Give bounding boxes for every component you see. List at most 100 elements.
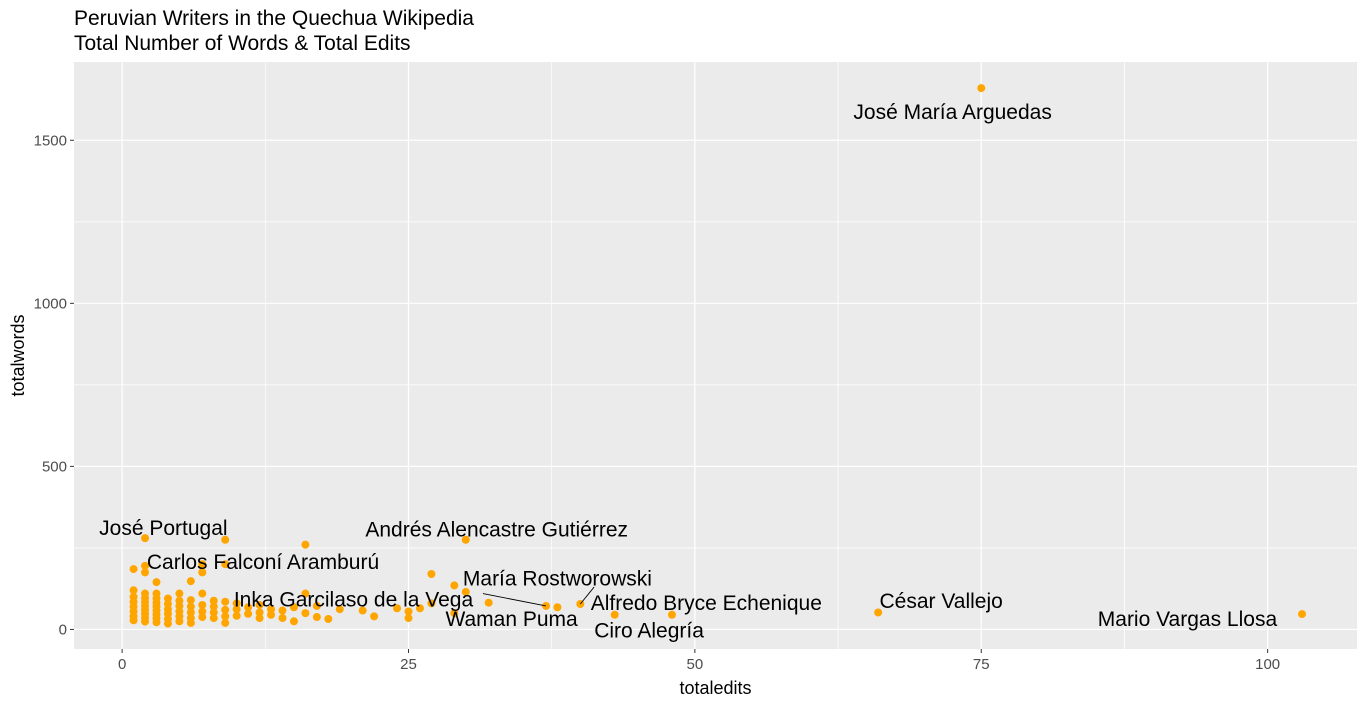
scatter-point	[141, 617, 150, 626]
grid-lines	[74, 62, 1357, 649]
y-tick-label: 1500	[34, 132, 67, 149]
scatter-point	[324, 614, 333, 623]
point-label: Ciro Alegría	[594, 620, 704, 643]
scatter-point	[301, 589, 310, 598]
point-label: Carlos Falconí Aramburú	[147, 551, 379, 574]
data-points	[129, 84, 1307, 628]
scatter-point	[244, 609, 253, 618]
scatter-point	[186, 577, 195, 586]
scatter-point	[209, 608, 218, 617]
scatter-point	[221, 535, 230, 544]
scatter-point	[267, 605, 276, 614]
label-leader-line	[482, 593, 547, 607]
scatter-point	[221, 612, 230, 621]
point-label: Waman Puma	[445, 608, 578, 631]
scatter-point	[221, 605, 230, 614]
scatter-point	[198, 568, 207, 577]
point-label: Mario Vargas Llosa	[1098, 608, 1278, 631]
point-label: Alfredo Bryce Echenique	[591, 592, 822, 615]
scatter-point	[415, 604, 424, 613]
scatter-point	[163, 594, 172, 603]
scatter-point	[186, 602, 195, 611]
point-label: Inka Garcilaso de la Vega	[234, 589, 474, 612]
scatter-point	[278, 614, 287, 623]
scatter-point	[427, 569, 436, 578]
scatter-point	[312, 613, 321, 622]
chart-title: Peruvian Writers in the Quechua Wikipedi…	[74, 7, 474, 30]
scatter-point	[461, 535, 470, 544]
scatter-point	[175, 617, 184, 626]
y-tick-label: 1000	[34, 295, 67, 312]
scatter-point	[186, 596, 195, 605]
point-label: María Rostworowski	[463, 567, 652, 590]
scatter-point	[461, 587, 470, 596]
scatter-point	[141, 568, 150, 577]
scatter-point	[255, 608, 264, 617]
scatter-point	[221, 618, 230, 627]
x-tick-label: 25	[400, 656, 417, 673]
scatter-point	[129, 616, 138, 625]
scatter-point	[198, 607, 207, 616]
point-labels: José María Arguedas Mario Vargas Llosa Cés…	[99, 101, 1277, 643]
scatter-point	[186, 618, 195, 627]
scatter-point	[152, 578, 161, 587]
scatter-point	[335, 605, 344, 614]
x-tick-label: 0	[118, 656, 126, 673]
scatter-point	[198, 589, 207, 598]
scatter-point	[209, 602, 218, 611]
scatter-point	[289, 603, 298, 612]
scatter-point	[278, 606, 287, 615]
label-leader-line	[579, 586, 595, 605]
point-label: Andrés Alencastre Gutiérrez	[365, 518, 628, 541]
scatter-point	[232, 599, 241, 608]
scatter-point	[198, 613, 207, 622]
scatter-point	[175, 589, 184, 598]
scatter-point	[977, 84, 986, 93]
y-tick-label: 0	[59, 621, 67, 638]
scatter-point	[186, 608, 195, 617]
scatter-point	[198, 600, 207, 609]
y-tick-label: 500	[42, 458, 67, 475]
scatter-point	[209, 596, 218, 605]
scatter-point	[610, 610, 619, 619]
scatter-point	[255, 614, 264, 623]
scatter-point	[484, 598, 493, 607]
scatter-point	[450, 581, 459, 590]
scatter-point	[312, 601, 321, 610]
scatter-point	[175, 601, 184, 610]
scatter-point	[152, 618, 161, 627]
scatter-point	[301, 540, 310, 549]
point-label: César Vallejo	[879, 590, 1002, 613]
x-tick-label: 100	[1255, 656, 1280, 673]
scatter-point	[370, 612, 379, 621]
scatter-point	[267, 610, 276, 619]
scatter-point	[301, 609, 310, 618]
scatter-point	[209, 614, 218, 623]
scatter-point	[404, 614, 413, 623]
point-label: José María Arguedas	[853, 101, 1051, 124]
scatter-point	[553, 603, 562, 612]
scatter-point	[129, 586, 138, 595]
scatter-point	[404, 607, 413, 616]
plot-panel	[74, 62, 1357, 649]
scatter-point	[358, 606, 367, 615]
scatter-point	[289, 617, 298, 626]
scatter-point	[255, 600, 264, 609]
scatter-point	[450, 609, 459, 618]
x-tick-label: 75	[973, 656, 990, 673]
x-axis-title: totaledits	[679, 678, 751, 698]
scatter-point	[141, 534, 150, 543]
scatter-point	[232, 605, 241, 614]
scatter-point	[232, 611, 241, 620]
chart-subtitle: Total Number of Words & Total Edits	[74, 32, 411, 55]
y-axis-title: totalwords	[8, 314, 28, 396]
scatter-point	[874, 608, 883, 617]
point-label: José Portugal	[99, 517, 227, 540]
scatter-point	[198, 560, 207, 569]
scatter-point	[393, 604, 402, 613]
scatter-point	[667, 610, 676, 619]
scatter-point	[221, 597, 230, 606]
scatter-point	[129, 565, 138, 574]
